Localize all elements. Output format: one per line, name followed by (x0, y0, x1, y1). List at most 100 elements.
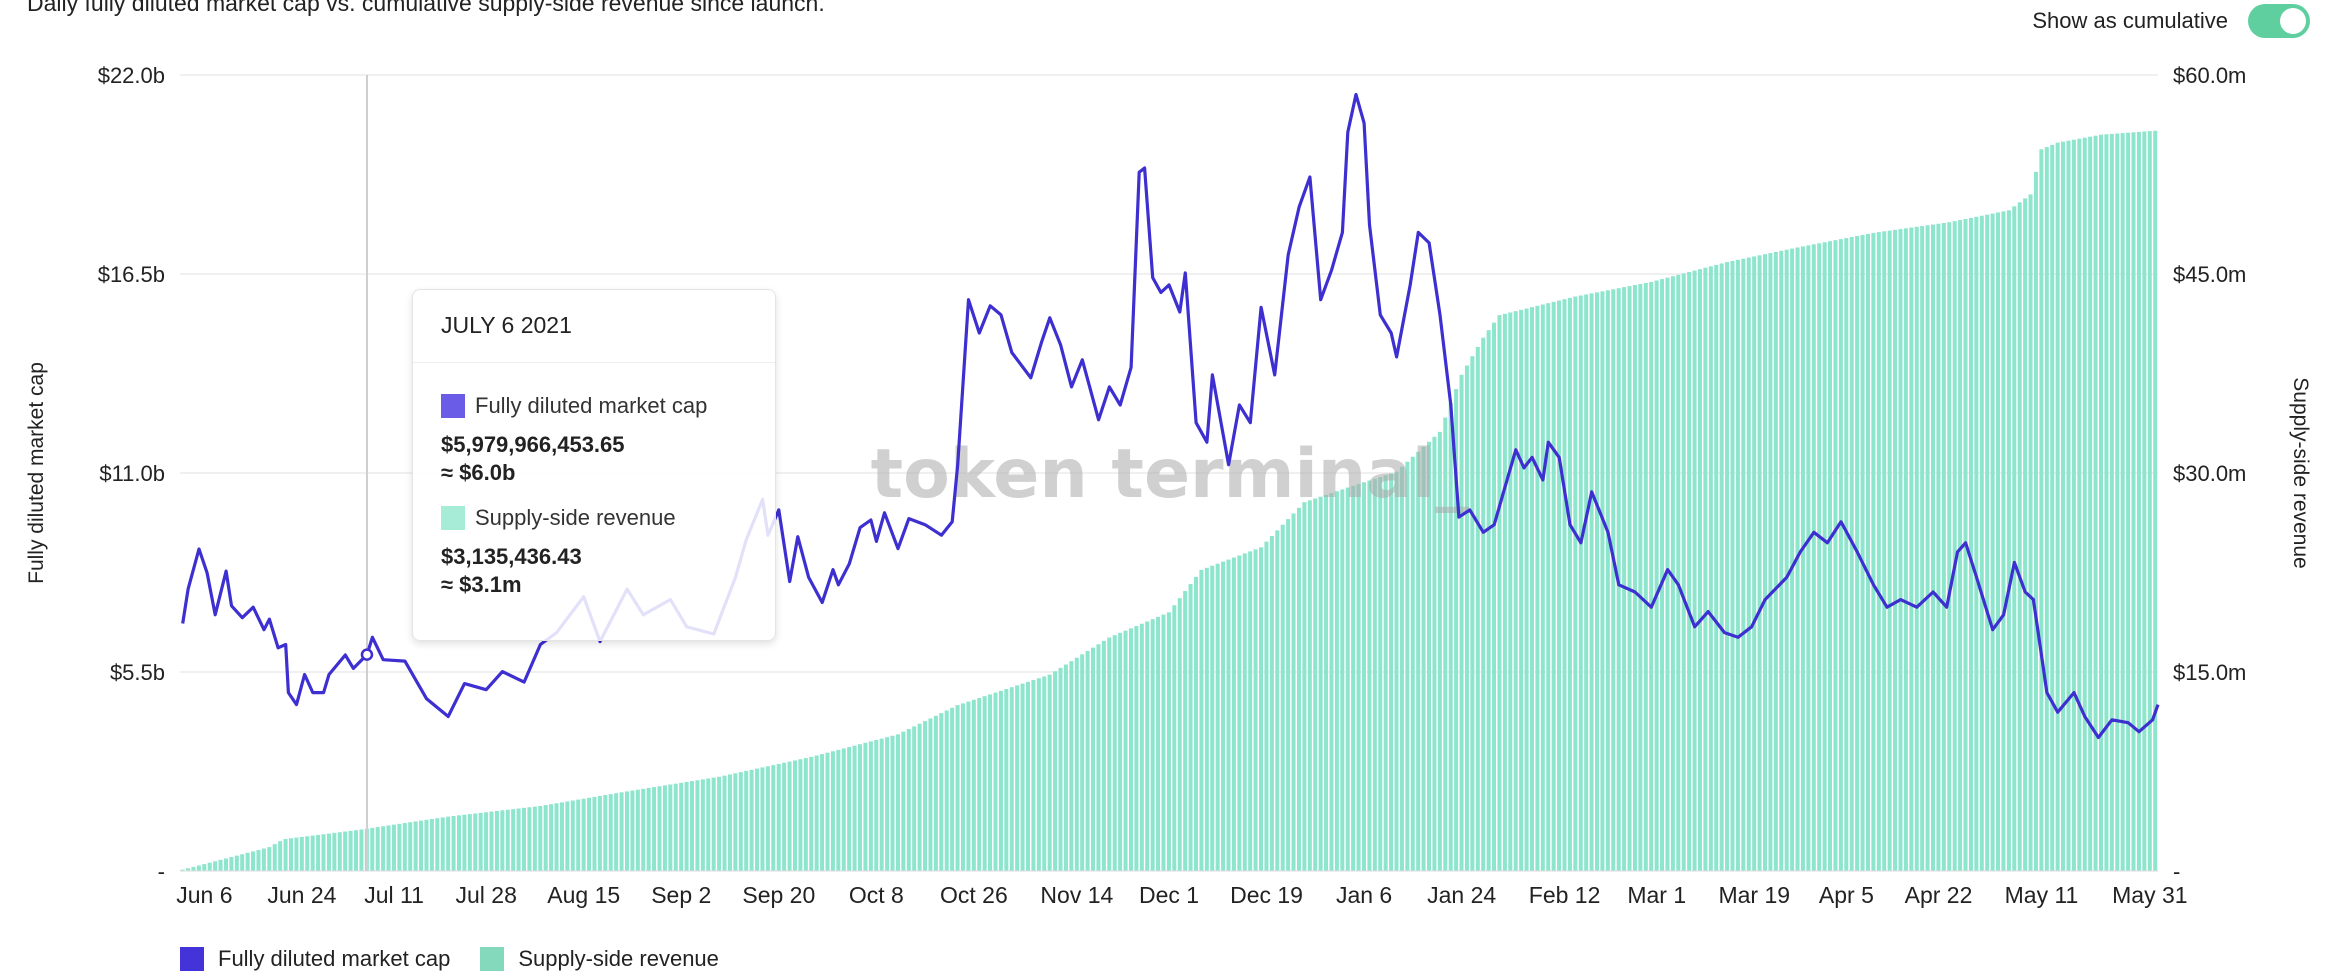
revenue-bar (429, 819, 434, 871)
revenue-bar (2082, 137, 2087, 871)
revenue-bar (1643, 283, 1648, 871)
revenue-bar (1968, 217, 1973, 871)
revenue-bar (2039, 149, 2044, 871)
revenue-bar (722, 775, 727, 871)
revenue-bar (240, 854, 245, 871)
x-axis-tick-label: Jan 24 (1427, 882, 1496, 908)
cumulative-toggle[interactable] (2248, 4, 2310, 38)
revenue-bar (895, 734, 900, 871)
x-axis-tick-label: Mar 1 (1627, 882, 1686, 908)
left-axis-title: Fully diluted market cap (25, 362, 48, 584)
revenue-bar (1437, 431, 1442, 871)
revenue-bar (814, 755, 819, 871)
revenue-bar (879, 738, 884, 871)
revenue-bar (1508, 312, 1513, 871)
revenue-bar (1817, 243, 1822, 872)
revenue-bar (1307, 500, 1312, 871)
revenue-bar (294, 837, 299, 871)
revenue-bar (587, 797, 592, 871)
revenue-bar (1790, 248, 1795, 871)
revenue-bar (1806, 245, 1811, 872)
revenue-bar (1313, 498, 1318, 871)
revenue-bar (792, 760, 797, 871)
revenue-bar (2033, 171, 2038, 871)
revenue-bar (310, 835, 315, 871)
revenue-bar (917, 723, 922, 871)
revenue-bar (419, 820, 424, 871)
right-axis-tick-label: $60.0m (2173, 63, 2246, 88)
revenue-bar (1584, 294, 1589, 871)
revenue-bar (554, 803, 559, 871)
revenue-bar (1687, 272, 1692, 871)
revenue-bar (467, 814, 472, 871)
revenue-bar (1719, 263, 1724, 871)
revenue-bar (1800, 246, 1805, 871)
chart-subtitle: Daily fully diluted market cap vs. cumul… (27, 0, 825, 16)
left-axis-tick-label: $11.0b (99, 461, 165, 486)
revenue-bar (1828, 241, 1833, 871)
revenue-bar (1876, 232, 1881, 871)
legend-item-revenue[interactable]: Supply-side revenue (480, 946, 719, 972)
right-axis-tick-label: $15.0m (2173, 660, 2246, 685)
x-axis-tick-label: Aug 15 (547, 882, 620, 908)
revenue-bar (1464, 365, 1469, 871)
revenue-bar (1427, 441, 1432, 871)
revenue-bar (939, 713, 944, 871)
revenue-bar (798, 759, 803, 871)
revenue-bar (1519, 309, 1524, 871)
revenue-bar (1540, 304, 1545, 872)
revenue-bar (386, 825, 391, 871)
revenue-bar (2017, 202, 2022, 872)
revenue-bar (1893, 229, 1898, 872)
revenue-bar (581, 798, 586, 871)
revenue-bar (1535, 305, 1540, 872)
revenue-bar (2028, 194, 2033, 871)
revenue-bar (326, 833, 331, 871)
revenue-bar (820, 754, 825, 871)
legend-mcap-swatch-icon (180, 947, 204, 971)
hover-point (360, 648, 374, 661)
tooltip-mcap-name: Fully diluted market cap (475, 393, 708, 418)
revenue-bar (1595, 292, 1600, 872)
x-axis-tick-label: Apr 22 (1905, 882, 1973, 908)
revenue-bar (321, 834, 326, 871)
revenue-bar (1920, 226, 1925, 871)
revenue-bar (1215, 563, 1220, 871)
revenue-bar (912, 726, 917, 871)
revenue-bar (1259, 547, 1264, 871)
legend-item-mcap[interactable]: Fully diluted market cap (180, 946, 450, 972)
x-axis-tick-label: Dec 19 (1230, 882, 1303, 908)
revenue-bar (646, 787, 651, 871)
revenue-bar (2088, 136, 2093, 871)
x-axis-tick-label: Jul 11 (364, 882, 424, 908)
revenue-bar (516, 808, 521, 871)
revenue-bar (186, 868, 191, 871)
revenue-bar (1009, 687, 1014, 871)
revenue-bar (196, 865, 201, 871)
revenue-bar (489, 811, 494, 871)
revenue-bar (1367, 480, 1372, 871)
revenue-bar (1735, 259, 1740, 871)
revenue-bar (624, 791, 629, 871)
revenue-bar (1399, 466, 1404, 871)
cumulative-toggle-group: Show as cumulative (2032, 4, 2310, 38)
revenue-bar (1080, 654, 1085, 871)
revenue-bar (381, 826, 386, 871)
revenue-bar (733, 773, 738, 871)
revenue-bar (776, 763, 781, 871)
revenue-bar (1025, 681, 1031, 871)
legend-revenue-label: Supply-side revenue (518, 946, 719, 971)
revenue-bar (1145, 621, 1150, 871)
revenue-bar (1036, 678, 1041, 871)
revenue-bar (1042, 676, 1047, 871)
revenue-bar (1898, 229, 1903, 871)
x-axis-tick-label: Jan 6 (1336, 882, 1392, 908)
revenue-bar (570, 800, 575, 871)
revenue-bar (1838, 239, 1843, 871)
revenue-bar (1280, 524, 1285, 871)
revenue-bar (1914, 226, 1919, 871)
revenue-bar (901, 731, 906, 871)
revenue-bar (809, 756, 814, 871)
revenue-swatch-icon (441, 506, 465, 530)
revenue-bar (1481, 337, 1486, 871)
